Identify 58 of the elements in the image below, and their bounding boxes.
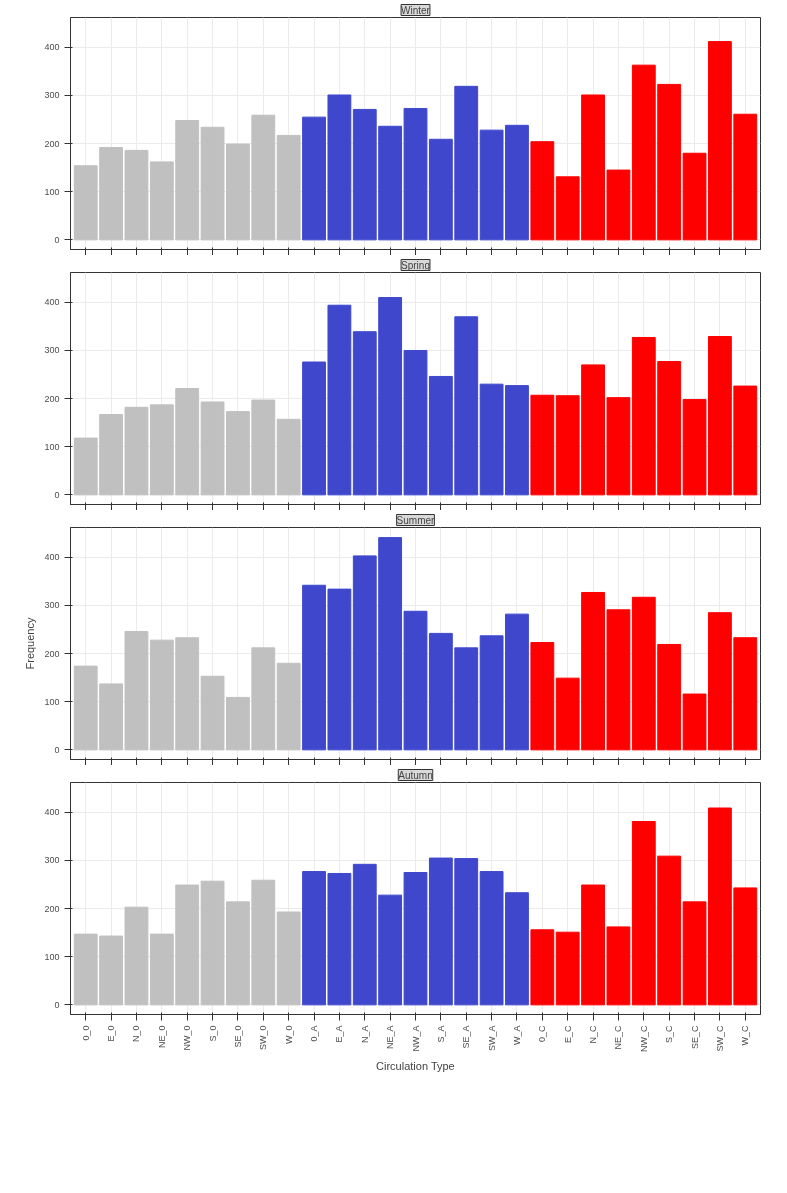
x-tick-label: W_C xyxy=(740,1025,751,1046)
chart-title: Summer xyxy=(396,514,436,526)
x-tick-label: SW_0 xyxy=(258,1025,269,1051)
x-axis-title: Circulation Type xyxy=(376,1060,455,1072)
y-tick-label: 0 xyxy=(54,744,60,755)
x-tick-label: SE_A xyxy=(461,1025,472,1049)
x-tick-label: 0_C xyxy=(537,1025,548,1043)
y-tick-label: 300 xyxy=(44,855,60,866)
x-tick-label: NW_C xyxy=(638,1025,649,1052)
x-tick-label: N_0 xyxy=(131,1025,142,1043)
x-tick-label: 0_A xyxy=(309,1025,320,1042)
y-tick-label: 400 xyxy=(44,807,60,818)
x-tick-label: NE_0 xyxy=(156,1025,167,1049)
x-tick-label: SE_0 xyxy=(232,1025,243,1048)
y-tick-label: 200 xyxy=(44,648,60,659)
y-tick-label: 200 xyxy=(44,903,60,914)
bar xyxy=(276,662,301,751)
y-tick-label: 300 xyxy=(44,90,60,101)
y-tick-label: 0 xyxy=(54,234,60,245)
bar xyxy=(530,394,555,496)
y-tick-label: 300 xyxy=(44,600,60,611)
x-tick-label: N_A xyxy=(359,1025,370,1044)
y-tick-label: 400 xyxy=(44,297,60,308)
x-tick-label: W_0 xyxy=(283,1025,294,1045)
x-tick-label: SW_C xyxy=(714,1025,725,1052)
y-tick-label: 100 xyxy=(44,696,60,707)
bar xyxy=(530,141,555,241)
y-tick-label: 100 xyxy=(44,951,60,962)
x-tick-label: 0_0 xyxy=(80,1025,91,1041)
y-tick-label: 400 xyxy=(44,552,60,563)
y-tick-label: 200 xyxy=(44,393,60,404)
y-tick-label: 0 xyxy=(54,999,60,1010)
y-tick-label: 400 xyxy=(44,42,60,53)
y-tick-label: 100 xyxy=(44,186,60,197)
x-tick-label: N_C xyxy=(588,1025,599,1044)
x-tick-label: S_0 xyxy=(207,1025,218,1042)
bar xyxy=(276,418,301,496)
x-tick-label: NE_C xyxy=(613,1025,624,1050)
x-tick-label: W_A xyxy=(511,1025,522,1045)
y-tick-label: 0 xyxy=(54,489,60,500)
x-tick-label: SE_C xyxy=(689,1025,700,1050)
bar xyxy=(276,134,301,241)
bar xyxy=(530,642,555,751)
bar xyxy=(276,911,301,1006)
x-tick-label: NW_0 xyxy=(182,1025,193,1051)
x-tick-label: NE_A xyxy=(385,1025,396,1050)
x-tick-label: E_0 xyxy=(106,1025,117,1042)
bar xyxy=(530,929,555,1006)
y-tick-label: 300 xyxy=(44,345,60,356)
y-tick-label: 100 xyxy=(44,441,60,452)
x-tick-label: NW_A xyxy=(410,1025,421,1052)
x-tick-label: SW_A xyxy=(486,1025,497,1052)
y-axis-title: Frequency xyxy=(24,617,37,670)
x-tick-label: E_A xyxy=(334,1025,345,1043)
x-tick-label: S_C xyxy=(664,1025,675,1044)
y-tick-label: 200 xyxy=(44,138,60,149)
x-tick-label: S_A xyxy=(435,1025,446,1043)
x-tick-label: E_C xyxy=(562,1025,573,1044)
